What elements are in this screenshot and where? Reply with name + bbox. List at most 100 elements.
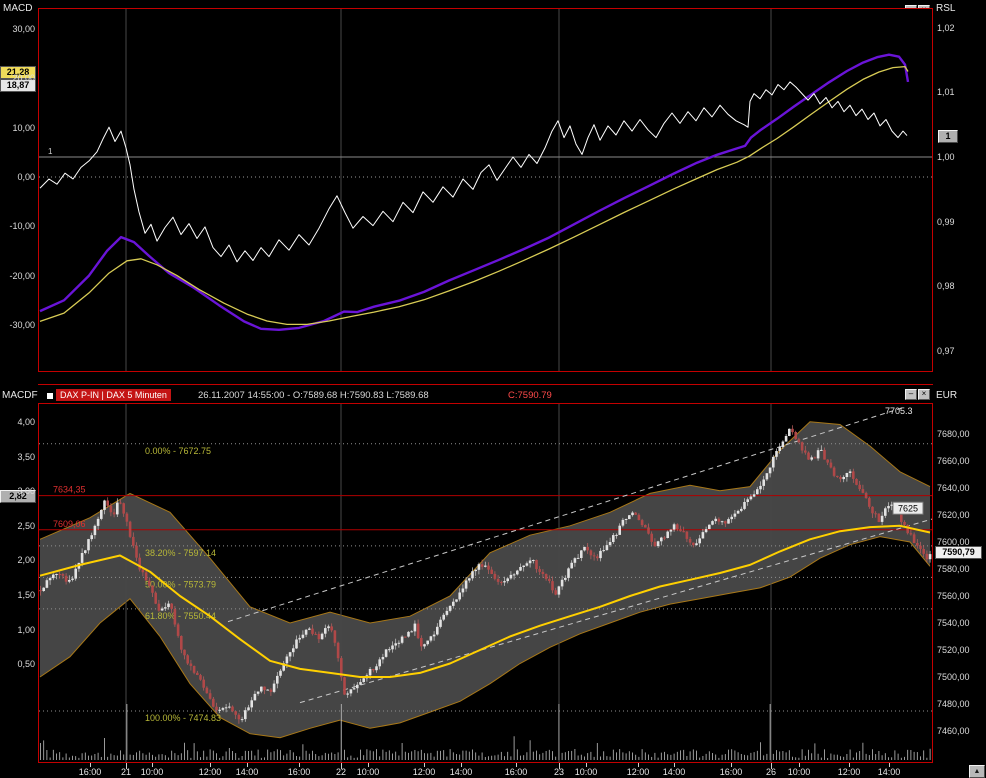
indicator-axis-tick-label: 1,00 (17, 625, 35, 635)
price-axis-tick-label: 7580,00 (937, 564, 970, 574)
time-axis-tick (799, 763, 800, 767)
price-axis-tick-label: 7560,00 (937, 591, 970, 601)
time-axis-label: 14:00 (449, 767, 473, 777)
time-axis-tick (586, 763, 587, 767)
macd-axis-tick-label: 0,00 (17, 172, 35, 182)
time-axis-label: 10:00 (787, 767, 811, 777)
time-axis-label: 16:00 (287, 767, 311, 777)
time-axis-tick (210, 763, 211, 767)
price-axis-tick-label: 7660,00 (937, 456, 970, 466)
band-upper-edge (39, 421, 931, 624)
time-axis-label: 16:00 (504, 767, 528, 777)
rsl-axis-title: RSL (936, 3, 956, 14)
minimize-icon[interactable]: – (905, 389, 917, 400)
indicator-axis-tick-label: 3,50 (17, 452, 35, 462)
price-axis-tick-label: 7460,00 (937, 726, 970, 736)
time-axis-label: 10:00 (140, 767, 164, 777)
time-axis-tick (638, 763, 639, 767)
time-axis-label: 12:00 (412, 767, 436, 777)
macd-axis-tick-label: -20,00 (9, 271, 35, 281)
macd-axis-tick-label: 30,00 (12, 24, 35, 34)
time-axis-tick (889, 763, 890, 767)
instrument-title[interactable]: DAX P-IN | DAX 5 Minuten (56, 389, 171, 401)
time-axis-tick (368, 763, 369, 767)
rsl-axis-tick-label: 0,99 (937, 217, 955, 227)
time-axis-tick (299, 763, 300, 767)
envelope-band (40, 421, 930, 738)
time-axis-label: 12:00 (626, 767, 650, 777)
band-lower-edge (39, 536, 931, 739)
price-chart[interactable]: 0.00% - 7672.75 38.20% - 7597.14 50.00% - … (38, 403, 933, 763)
time-axis-label: 12:00 (198, 767, 222, 777)
indicator-axis-tick-label: 1,50 (17, 590, 35, 600)
macd-axis-tick-label: -10,00 (9, 221, 35, 231)
time-axis-tick (516, 763, 517, 767)
signal-value-tag: 21,28 (0, 66, 36, 79)
time-axis-label: 10:00 (356, 767, 380, 777)
channel-price-tag-label: 7625 (898, 504, 918, 514)
fib-level-label: 38.20% - 7597.14 (145, 548, 216, 558)
indicator-axis-tick-label: 2,00 (17, 555, 35, 565)
time-axis-label: 16:00 (719, 767, 743, 777)
channel-value-label: 7705.3 (885, 406, 913, 416)
macd-rsl-svg: 1 (39, 9, 932, 371)
price-axis-tick-label: 7520,00 (937, 645, 970, 655)
macd-rsl-chart[interactable]: 1 (38, 8, 933, 372)
time-axis-day-label: 23 (553, 767, 565, 777)
time-axis-tick (247, 763, 248, 767)
bottom-panel-window-controls: – × (905, 389, 930, 400)
scroll-up-button[interactable]: ▲ (969, 765, 985, 778)
time-axis-tick (731, 763, 732, 767)
time-axis-tick (461, 763, 462, 767)
last-price-tag: 7590,79 (935, 546, 982, 559)
moving-average-line (39, 524, 931, 678)
price-axis-tick-label: 7680,00 (937, 429, 970, 439)
time-axis-tick (559, 763, 560, 769)
time-axis-tick (152, 763, 153, 767)
instrument-legend-icon (47, 393, 53, 399)
fib-level-label: 100.00% - 7474.83 (145, 713, 221, 723)
trend-channel-lower (299, 518, 932, 704)
indicator-axis-tick-label: 2,50 (17, 521, 35, 531)
alert-level-label: 7609,06 (53, 519, 86, 529)
indicator-axis-tick-label: 4,00 (17, 417, 35, 427)
price-axis-tick-label: 7500,00 (937, 672, 970, 682)
macdf-panel-title: MACDF (2, 390, 38, 401)
close-icon[interactable]: × (918, 389, 930, 400)
volume-bars (40, 704, 931, 760)
rsl-line (39, 81, 908, 263)
rsl-reference-label: 1 (48, 147, 53, 156)
macd-axis-tick-label: 10,00 (12, 123, 35, 133)
time-axis-tick (424, 763, 425, 767)
indicator-value-tag: 2,82 (0, 490, 36, 503)
time-axis-tick (341, 763, 342, 769)
fib-level-label: 50.00% - 7573.79 (145, 579, 216, 589)
time-axis-label: 10:00 (574, 767, 598, 777)
price-axis-tick-label: 7540,00 (937, 618, 970, 628)
time-axis[interactable]: 16:00 21 10:00 12:00 14:00 16:00 22 10:00 12:00 1… (0, 763, 986, 778)
candles (39, 425, 932, 724)
price-axis-tick-label: 7480,00 (937, 699, 970, 709)
time-axis-day-label: 21 (120, 767, 132, 777)
rsl-axis-tick-label: 0,98 (937, 281, 955, 291)
macd-axis-tick-label: -30,00 (9, 320, 35, 330)
rsl-axis-tick-label: 1,02 (937, 23, 955, 33)
time-axis-label: 14:00 (877, 767, 901, 777)
time-axis-label: 16:00 (78, 767, 102, 777)
price-chart-svg: 0.00% - 7672.75 38.20% - 7597.14 50.00% - … (39, 404, 932, 762)
time-axis-label: 12:00 (837, 767, 861, 777)
time-axis-tick (849, 763, 850, 767)
rsl-axis-tick-label: 1,01 (937, 87, 955, 97)
time-axis-tick (126, 763, 127, 769)
time-axis-day-label: 26 (765, 767, 777, 777)
time-axis-label: 14:00 (662, 767, 686, 777)
panel-divider (38, 384, 933, 385)
price-axis-tick-label: 7640,00 (937, 483, 970, 493)
rsl-value-tag: 1 (938, 130, 958, 143)
fib-level-label: 61.80% - 7550.44 (145, 611, 216, 621)
quote-info: 26.11.2007 14:55:00 - O:7589.68 H:7590.8… (198, 390, 429, 401)
macd-panel-title: MACD (3, 3, 33, 14)
rsl-axis-tick-label: 1,00 (937, 152, 955, 162)
currency-label: EUR (936, 390, 958, 401)
signal-line (39, 65, 909, 326)
